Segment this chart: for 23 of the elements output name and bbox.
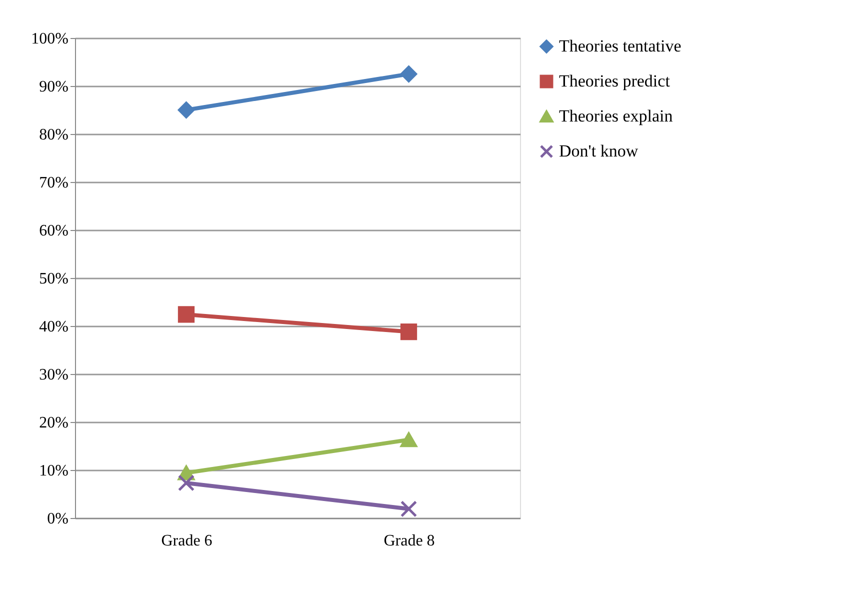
- legend-label: Don't know: [559, 142, 639, 160]
- point: [178, 474, 195, 492]
- x-tick-label: Grade 8: [384, 532, 435, 550]
- point: [178, 102, 195, 118]
- y-tick-label: 40%: [39, 318, 68, 336]
- y-tick-label: 50%: [39, 270, 68, 288]
- point: [400, 323, 418, 340]
- legend-label: Theories predict: [559, 72, 670, 90]
- x-tick-label: Grade 6: [161, 532, 212, 550]
- y-tick-label: 10%: [39, 462, 68, 480]
- legend-label: Theories tentative: [559, 36, 682, 56]
- y-tick-label: 60%: [39, 222, 68, 240]
- y-tick-label: 90%: [39, 78, 68, 96]
- y-tick-label: 30%: [39, 366, 68, 384]
- point: [400, 500, 418, 518]
- legend-label: Theories explain: [559, 106, 674, 126]
- point: [178, 306, 195, 323]
- y-tick-label: 100%: [31, 30, 68, 48]
- point: [400, 66, 418, 82]
- y-tick-label: 80%: [39, 126, 68, 144]
- y-tick-label: 0%: [47, 510, 68, 528]
- y-tick-label: 70%: [39, 174, 68, 192]
- y-tick-label: 20%: [39, 414, 68, 432]
